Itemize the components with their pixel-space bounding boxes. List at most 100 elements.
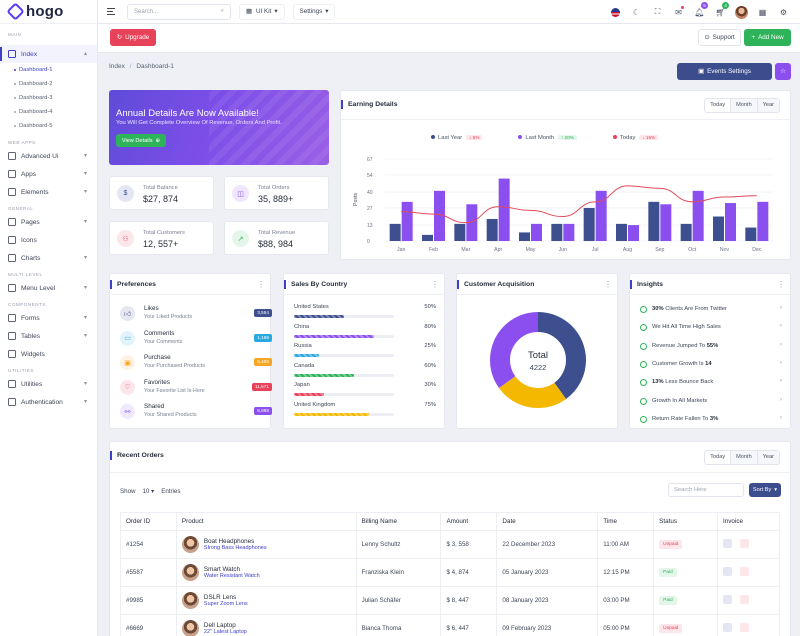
column-header[interactable]: Product xyxy=(175,512,357,531)
download-icon[interactable] xyxy=(723,595,733,604)
sidebar-sub-dashboard-5[interactable]: Dashboard-5 xyxy=(0,119,97,133)
breadcrumb-index[interactable]: Index xyxy=(109,63,125,70)
preference-item[interactable]: ⚯ Shared Your Shared Products 6,888 xyxy=(120,402,272,422)
preference-item[interactable]: ▭ Comments Your Comments 1,186 xyxy=(120,329,272,349)
upgrade-button[interactable]: ↻ Upgrade xyxy=(110,29,156,46)
sidebar-sub-dashboard-4[interactable]: Dashboard-4 xyxy=(0,105,97,119)
sidebar-item-apps[interactable]: Apps ▾ xyxy=(0,165,97,183)
insight-item[interactable]: 13% Less Bounce Back › xyxy=(640,377,782,395)
messages-button[interactable]: ✉ xyxy=(668,0,689,24)
insight-item[interactable]: Return Rate Fallen To 3% › xyxy=(640,414,782,432)
tab-month[interactable]: Month xyxy=(731,451,758,464)
settings-button[interactable]: ⚙ xyxy=(773,0,794,24)
more-icon[interactable]: ⋮ xyxy=(257,280,265,289)
bar-last-year[interactable] xyxy=(519,232,530,241)
download-icon[interactable] xyxy=(723,623,733,632)
bar-last-year[interactable] xyxy=(422,234,433,241)
bar-last-month[interactable] xyxy=(563,223,575,241)
settings-dropdown[interactable]: Settings ▾ xyxy=(292,3,336,20)
insight-item[interactable]: Revenue Jumped To 55% › xyxy=(640,341,782,359)
bar-last-month[interactable] xyxy=(401,201,413,241)
sidebar-item-advanced-ui[interactable]: Advanced Ui ▾ xyxy=(0,147,97,165)
bar-last-month[interactable] xyxy=(595,190,607,241)
preference-item[interactable]: ♡ Favorites Your Favorite List Is Here 11,5… xyxy=(120,378,272,398)
cart-button[interactable]: 🛒︎ 4 xyxy=(710,0,731,24)
column-header[interactable]: Status xyxy=(653,512,719,531)
more-icon[interactable]: ⋮ xyxy=(431,280,439,289)
orders-search-input[interactable]: Search Here xyxy=(668,483,744,497)
sidebar-item-elements[interactable]: Elements ▾ xyxy=(0,183,97,201)
more-icon[interactable]: ⋮ xyxy=(604,280,612,289)
column-header[interactable]: Invoice xyxy=(717,512,780,531)
view-details-button[interactable]: View Details ⊕ xyxy=(116,134,166,147)
tab-today[interactable]: Today xyxy=(705,451,732,464)
sort-by-button[interactable]: Sort By ▾ xyxy=(749,483,781,497)
favorite-button[interactable]: ☆ xyxy=(775,63,791,80)
bar-last-year[interactable] xyxy=(713,216,724,241)
sidebar-item-index[interactable]: Index ▴ xyxy=(0,45,97,63)
bar-last-month[interactable] xyxy=(498,178,510,241)
bar-last-year[interactable] xyxy=(680,223,692,241)
bar-last-year[interactable] xyxy=(616,223,627,241)
sidebar-item-tables[interactable]: Tables ▾ xyxy=(0,327,97,345)
bar-last-month[interactable] xyxy=(757,201,769,241)
download-icon[interactable] xyxy=(723,567,733,576)
search-input[interactable]: Search... ⌕ xyxy=(127,3,231,20)
sidebar-item-charts[interactable]: Charts ▾ xyxy=(0,249,97,267)
profile-button[interactable] xyxy=(731,0,752,24)
entries-select[interactable]: 10 ▾ xyxy=(142,488,155,495)
menu-toggle-icon[interactable] xyxy=(107,8,115,15)
sidebar-item-menu-level[interactable]: Menu Level ▾ xyxy=(0,279,97,297)
insight-item[interactable]: 30% Clients Are From Twitter › xyxy=(640,304,782,322)
bar-last-year[interactable] xyxy=(486,218,498,241)
logo[interactable]: hogo xyxy=(0,0,97,24)
bar-last-month[interactable] xyxy=(628,225,639,241)
insight-item[interactable]: We Hit All Time High Sales › xyxy=(640,322,782,340)
bar-last-year[interactable] xyxy=(648,201,660,241)
column-header[interactable]: Date xyxy=(496,512,599,531)
support-button[interactable]: ⊙ Support xyxy=(698,29,741,46)
tab-year[interactable]: Year xyxy=(762,454,774,460)
delete-icon[interactable] xyxy=(740,595,750,604)
bar-last-month[interactable] xyxy=(434,190,445,241)
bar-last-month[interactable] xyxy=(725,203,736,241)
bar-last-year[interactable] xyxy=(454,223,466,241)
sidebar-item-pages[interactable]: Pages ▾ xyxy=(0,213,97,231)
sidebar-sub-dashboard-2[interactable]: Dashboard-2 xyxy=(0,77,97,91)
delete-icon[interactable] xyxy=(740,567,750,576)
sidebar-sub-dashboard-1[interactable]: Dashboard-1 xyxy=(0,63,97,77)
preference-item[interactable]: 👍︎ Likes Your Liked Products 3,554 xyxy=(120,304,272,324)
donut-segment[interactable] xyxy=(490,312,586,408)
theme-toggle[interactable]: ☾ xyxy=(626,0,647,24)
delete-icon[interactable] xyxy=(740,623,750,632)
sidebar-item-authentication[interactable]: Authentication ▾ xyxy=(0,393,97,411)
add-new-button[interactable]: + Add New xyxy=(744,29,791,46)
tab-year[interactable]: Year xyxy=(762,102,774,108)
sidebar-item-widgets[interactable]: Widgets xyxy=(0,345,97,363)
language-button[interactable] xyxy=(605,0,626,24)
bar-last-year[interactable] xyxy=(583,207,595,241)
tab-month[interactable]: Month xyxy=(731,99,758,112)
bar-last-month[interactable] xyxy=(531,223,542,241)
sidebar-item-icons[interactable]: Icons xyxy=(0,231,97,249)
fullscreen-button[interactable]: ⛶ xyxy=(647,0,668,24)
sidebar-item-forms[interactable]: Forms ▾ xyxy=(0,309,97,327)
bar-last-year[interactable] xyxy=(389,223,401,241)
events-settings-button[interactable]: ▣ Events Settings xyxy=(677,63,772,80)
insight-item[interactable]: Customer Growth Is 14 › xyxy=(640,359,782,377)
bar-last-month[interactable] xyxy=(466,204,478,241)
column-header[interactable]: Billing Name xyxy=(355,512,442,531)
bar-last-month[interactable] xyxy=(660,204,672,241)
apps-button[interactable]: ▦ xyxy=(752,0,773,24)
bar-last-year[interactable] xyxy=(551,223,563,241)
delete-icon[interactable] xyxy=(740,539,750,548)
column-header[interactable]: Amount xyxy=(440,512,498,531)
tab-today[interactable]: Today xyxy=(705,99,732,112)
bar-last-year[interactable] xyxy=(745,227,757,241)
sidebar-item-utilities[interactable]: Utilities ▾ xyxy=(0,375,97,393)
sidebar-sub-dashboard-3[interactable]: Dashboard-3 xyxy=(0,91,97,105)
column-header[interactable]: Order ID xyxy=(120,512,177,531)
preference-item[interactable]: ▣ Purchase Your Purchased Products 5,455 xyxy=(120,353,272,373)
insight-item[interactable]: Growth In All Markets › xyxy=(640,396,782,414)
more-icon[interactable]: ⋮ xyxy=(777,280,785,289)
